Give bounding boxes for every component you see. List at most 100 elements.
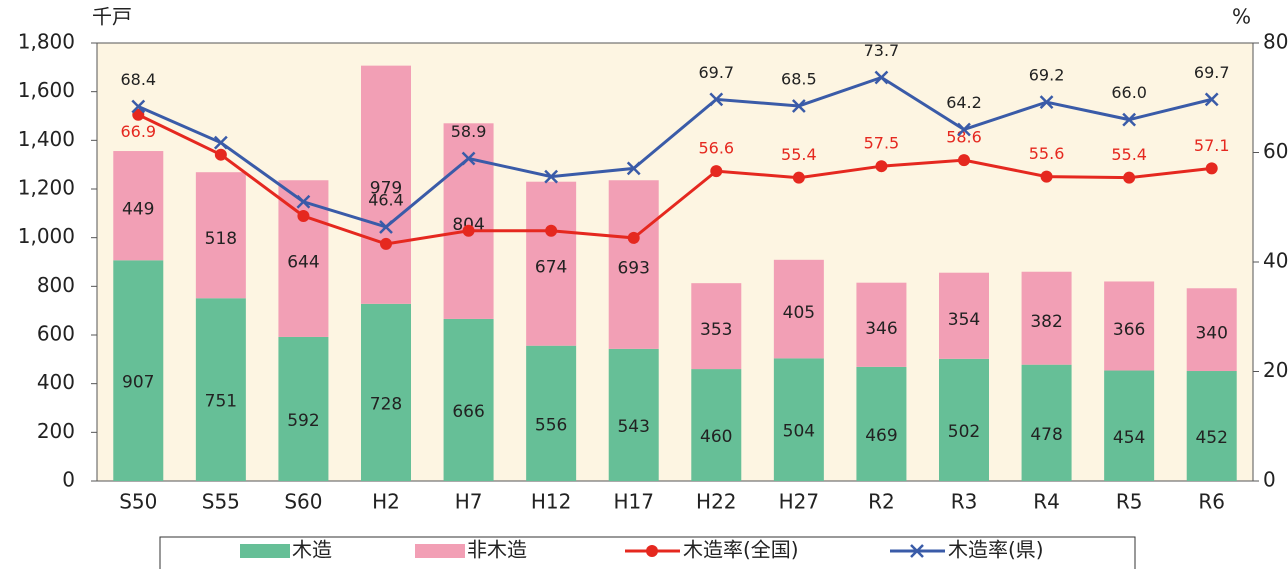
bar-label: 366 (1113, 320, 1145, 340)
bar-label: 452 (1195, 428, 1227, 448)
marker (214, 148, 227, 161)
value-label: 55.6 (1029, 144, 1065, 163)
value-label: 66.0 (1111, 83, 1147, 102)
bar-segment (361, 303, 411, 481)
marker (627, 231, 640, 244)
y2-tick-label: 20 (1263, 358, 1288, 382)
bar-label: 728 (370, 394, 402, 414)
value-label: 55.4 (781, 145, 817, 164)
bar-label: 353 (700, 320, 732, 340)
y-tick-label: 200 (37, 419, 75, 443)
bar-label: 405 (783, 303, 815, 323)
bar-segment (691, 283, 742, 370)
bar-segment (361, 65, 411, 304)
legend-label: 木造 (292, 538, 332, 562)
bar-label: 556 (535, 415, 567, 435)
marker (131, 99, 146, 114)
x-tick-label: R5 (1116, 490, 1143, 514)
y2-tick-label: 40 (1263, 249, 1288, 273)
bar-label: 751 (205, 392, 237, 412)
value-label: 56.6 (698, 139, 734, 158)
bar-label: 449 (122, 200, 154, 220)
value-label: 73.7 (864, 41, 900, 60)
bar-segment (1021, 271, 1072, 365)
y-tick-label: 0 (62, 468, 75, 492)
bar-segment (443, 318, 494, 481)
value-label: 57.1 (1194, 136, 1230, 155)
marker (1205, 162, 1218, 175)
bar-segment (195, 172, 246, 299)
y-unit: 千戸 (92, 5, 132, 29)
bar-segment (856, 366, 907, 481)
marker (380, 237, 392, 250)
marker (709, 92, 724, 107)
bar-segment (773, 358, 824, 481)
value-label: 58.9 (451, 122, 487, 141)
y-tick-label: 1,800 (18, 30, 75, 54)
value-label: 64.2 (946, 93, 982, 112)
y-tick-label: 600 (37, 322, 75, 346)
marker (132, 108, 145, 121)
marker (710, 165, 723, 178)
marker (297, 210, 310, 223)
bar-label: 382 (1030, 312, 1062, 332)
marker (1122, 112, 1137, 127)
value-label: 68.4 (120, 70, 156, 89)
marker (1204, 92, 1219, 107)
bar-segment (278, 336, 329, 481)
value-label: 69.7 (698, 63, 734, 82)
x-tick-label: H2 (372, 490, 400, 514)
bar-label: 693 (617, 259, 649, 279)
value-label: 69.2 (1029, 66, 1065, 85)
bar-segment (939, 358, 989, 481)
marker (379, 220, 393, 234)
marker (626, 161, 641, 176)
value-label: 69.7 (1194, 63, 1230, 82)
marker (874, 70, 889, 85)
bar-segment (608, 180, 659, 349)
x-tick-label: S50 (119, 490, 157, 514)
y-tick-label: 1,600 (18, 78, 75, 102)
bar-label: 907 (122, 373, 154, 393)
x-tick-label: H27 (779, 490, 820, 514)
legend-marker (646, 545, 658, 557)
marker (792, 171, 805, 184)
bar-label: 354 (948, 310, 980, 330)
x-tick-label: H17 (613, 490, 654, 514)
y-tick-label: 1,400 (18, 127, 75, 151)
y2-unit: % (1232, 5, 1251, 29)
y-tick-label: 800 (37, 273, 75, 297)
legend-marker (910, 544, 924, 558)
bar-label: 979 (370, 179, 402, 199)
bar-segment (856, 282, 907, 367)
bar-segment (526, 345, 577, 481)
bar-label: 644 (287, 253, 319, 273)
y2-tick-label: 0 (1263, 468, 1276, 492)
bar-segment (1186, 371, 1237, 481)
marker (1123, 171, 1136, 184)
value-label: 68.5 (781, 69, 817, 88)
y2-tick-label: 60 (1263, 139, 1288, 163)
y-tick-label: 1,200 (18, 176, 75, 200)
x-tick-label: R2 (868, 490, 895, 514)
bar-segment (1186, 288, 1237, 372)
x-tick-label: H22 (696, 490, 737, 514)
marker (1040, 170, 1053, 183)
x-tick-label: H12 (531, 490, 572, 514)
legend-swatch (415, 544, 465, 558)
bar-label: 502 (948, 422, 980, 442)
bar-label: 346 (865, 319, 897, 339)
marker (875, 160, 888, 173)
value-label: 66.9 (120, 122, 156, 141)
bar-segment (443, 123, 494, 319)
x-tick-label: S55 (202, 490, 240, 514)
bar-segment (608, 348, 659, 481)
x-tick-label: R3 (951, 490, 978, 514)
bar-segment (113, 151, 164, 261)
marker (545, 224, 558, 237)
bar-label: 504 (783, 422, 815, 442)
x-tick-label: R4 (1033, 490, 1060, 514)
marker (1039, 95, 1054, 110)
bar-segment (195, 298, 246, 481)
y-tick-label: 400 (37, 370, 75, 394)
